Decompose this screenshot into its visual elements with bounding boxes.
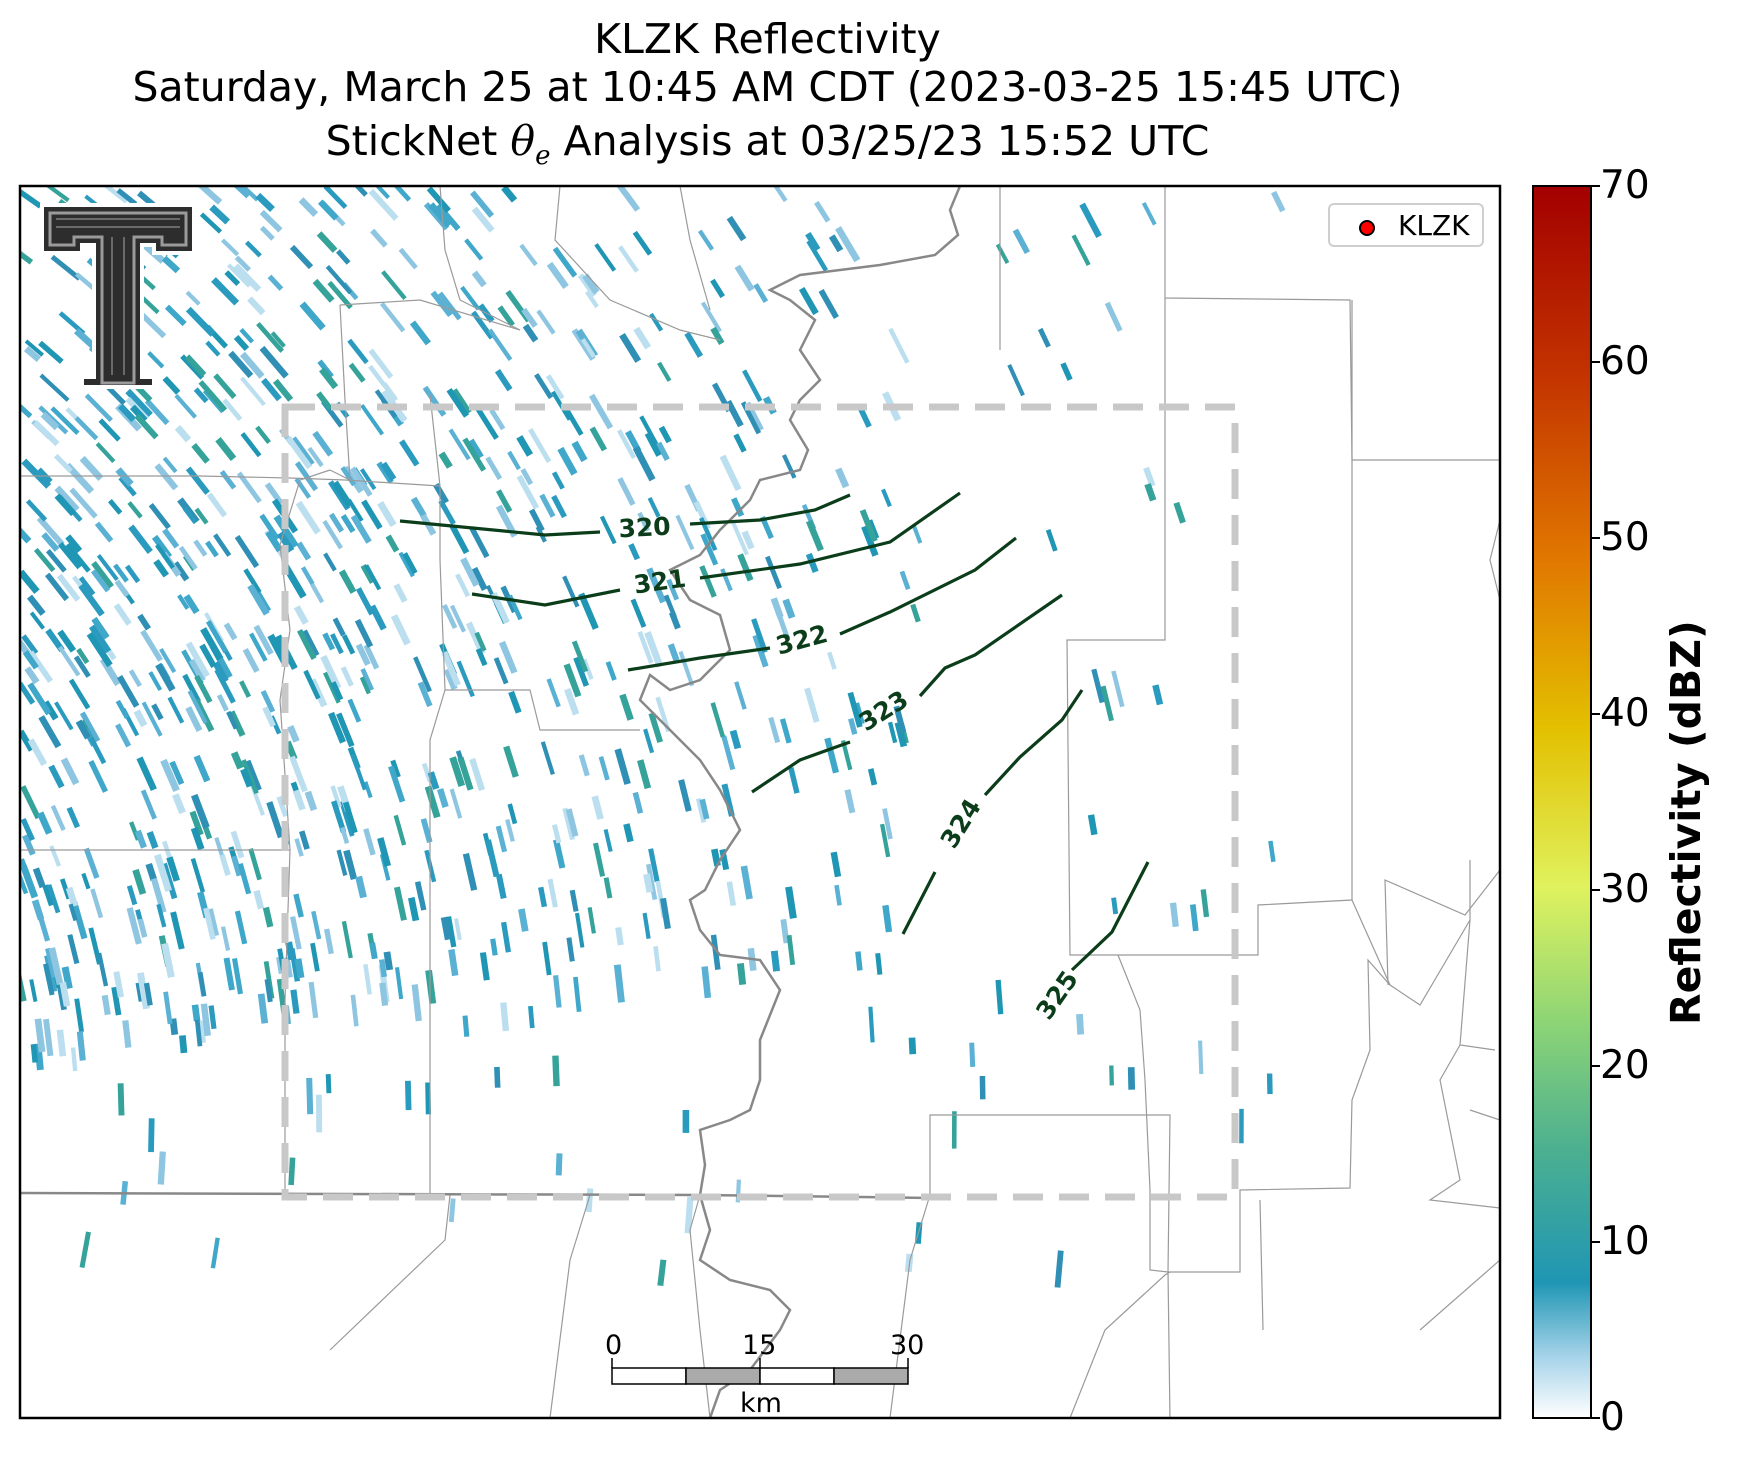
colorbar-tick-label-30: 30 — [1600, 867, 1650, 912]
contour-line-324 — [901, 689, 1084, 935]
colorbar-tick-label-50: 50 — [1600, 515, 1650, 560]
radar-reflectivity-field — [20, 186, 1286, 1288]
contour-line-321 — [471, 491, 961, 607]
texas-tech-logo: T — [40, 203, 196, 389]
contour-line-320 — [399, 493, 851, 537]
colorbar-tick-label-20: 20 — [1600, 1043, 1650, 1088]
colorbar — [1532, 185, 1600, 1419]
legend-label: KLZK — [1398, 209, 1470, 242]
scalebar-label-0: 0 — [605, 1330, 623, 1361]
analysis-domain-box — [281, 403, 1239, 1201]
colorbar-tick-label-0: 0 — [1600, 1395, 1625, 1440]
scalebar-label-15: 15 — [742, 1330, 777, 1361]
scalebar-label-30: 30 — [890, 1330, 925, 1361]
colorbar-tick-label-10: 10 — [1600, 1219, 1650, 1264]
chart-title: KLZK Reflectivity — [594, 15, 941, 63]
colorbar-tick-label-70: 70 — [1600, 163, 1650, 208]
map-background — [20, 186, 1500, 1418]
scalebar-unit: km — [740, 1388, 782, 1419]
contour-label-321: 321 — [632, 564, 688, 600]
theta-e-contours — [399, 491, 1150, 972]
contour-label-320: 320 — [618, 512, 672, 544]
contour-line-325 — [1070, 861, 1150, 972]
station-legend: KLZK — [1328, 203, 1484, 247]
klzk-marker-icon — [1359, 220, 1375, 236]
chart-subtitle-analysis: StickNet θe Analysis at 03/25/23 15:52 U… — [325, 117, 1210, 172]
map-frame — [18, 184, 1502, 1420]
chart-subtitle-time: Saturday, March 25 at 10:45 AM CDT (2023… — [132, 63, 1403, 111]
contour-line-323 — [751, 593, 1063, 794]
scale-bar — [611, 1358, 909, 1385]
contour-line-322 — [627, 536, 1017, 672]
colorbar-tick-label-60: 60 — [1600, 339, 1650, 384]
colorbar-tick-label-40: 40 — [1600, 691, 1650, 736]
colorbar-label: Reflectivity (dBZ) — [1662, 620, 1710, 1025]
